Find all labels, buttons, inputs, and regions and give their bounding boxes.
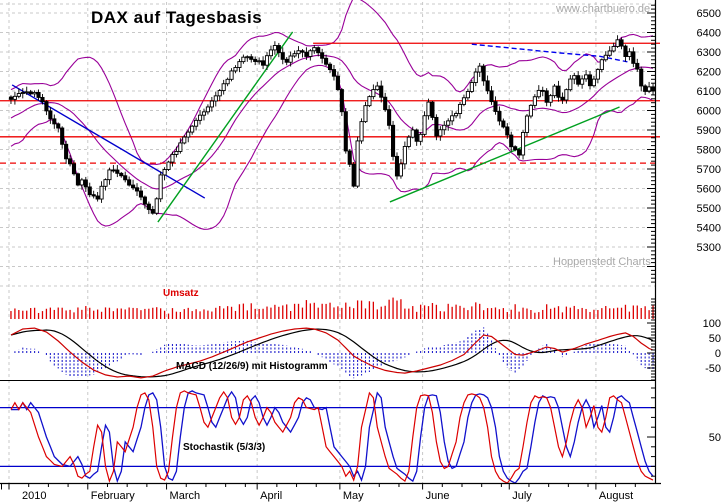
watermark-chartbuero: www.chartbuero.de — [556, 3, 651, 15]
grid-layer — [0, 2, 655, 484]
chart-title: DAX auf Tagesbasis — [91, 8, 263, 27]
trendlines — [11, 31, 628, 223]
x-axis-month-label: 2010 — [22, 490, 46, 502]
macd-axis-label: 50 — [709, 333, 721, 345]
macd-axis-label: 0 — [715, 348, 721, 360]
candlesticks — [8, 35, 656, 216]
x-axis-month-label: July — [512, 490, 532, 502]
stoch-axis-label: 50 — [709, 432, 721, 444]
x-axis-month-label: June — [426, 490, 450, 502]
macd-panel-label: MACD (12/26/9) mit Histogramm — [176, 361, 328, 372]
watermark-hoppenstedt: Hoppenstedt Charts — [553, 256, 651, 268]
macd-histogram — [14, 327, 654, 379]
volume-panel-label: Umsatz — [163, 288, 199, 299]
price-axis-label: 5900 — [697, 125, 721, 137]
axis-ticks — [1, 4, 655, 490]
downtrend-jan-feb — [11, 84, 206, 199]
x-axis-month-label: May — [343, 490, 364, 502]
price-axis-label: 5700 — [697, 164, 721, 176]
uptrend-jun-aug — [389, 106, 620, 203]
price-axis-label: 5600 — [697, 184, 721, 196]
price-axis-label: 5300 — [697, 242, 721, 254]
x-axis-month-label: March — [170, 490, 201, 502]
price-axis-label: 6300 — [697, 47, 721, 59]
price-axis-label: 6400 — [697, 28, 721, 40]
stoch-reference-lines — [0, 407, 655, 467]
x-axis-month-label: April — [260, 490, 282, 502]
macd-axis-label: -50 — [705, 363, 721, 375]
axis-tick-labels: 6500 6400 6300 6200 6100 6000 5900 5800 5700 5600… — [22, 8, 721, 502]
macd-axis-label: 100 — [703, 318, 721, 330]
support-resistance-lines — [0, 42, 660, 164]
price-axis-label: 6500 — [697, 8, 721, 20]
price-axis-label: 5500 — [697, 203, 721, 215]
macd-lines — [10, 327, 654, 379]
price-axis-label: 5800 — [697, 145, 721, 157]
x-axis-month-label: February — [91, 490, 136, 502]
uptrend-feb-apr — [157, 31, 294, 223]
stochastic-lines — [10, 390, 654, 484]
price-axis-label: 6000 — [697, 106, 721, 118]
price-axis-label: 5400 — [697, 223, 721, 235]
bollinger-bands — [10, 0, 654, 230]
stoch-panel-label: Stochastik (5/3/3) — [183, 442, 266, 453]
volume-bars — [10, 297, 654, 319]
axes — [0, 0, 661, 485]
x-axis-month-label: August — [599, 490, 633, 502]
price-axis-label: 6100 — [697, 86, 721, 98]
price-axis-label: 6200 — [697, 67, 721, 79]
